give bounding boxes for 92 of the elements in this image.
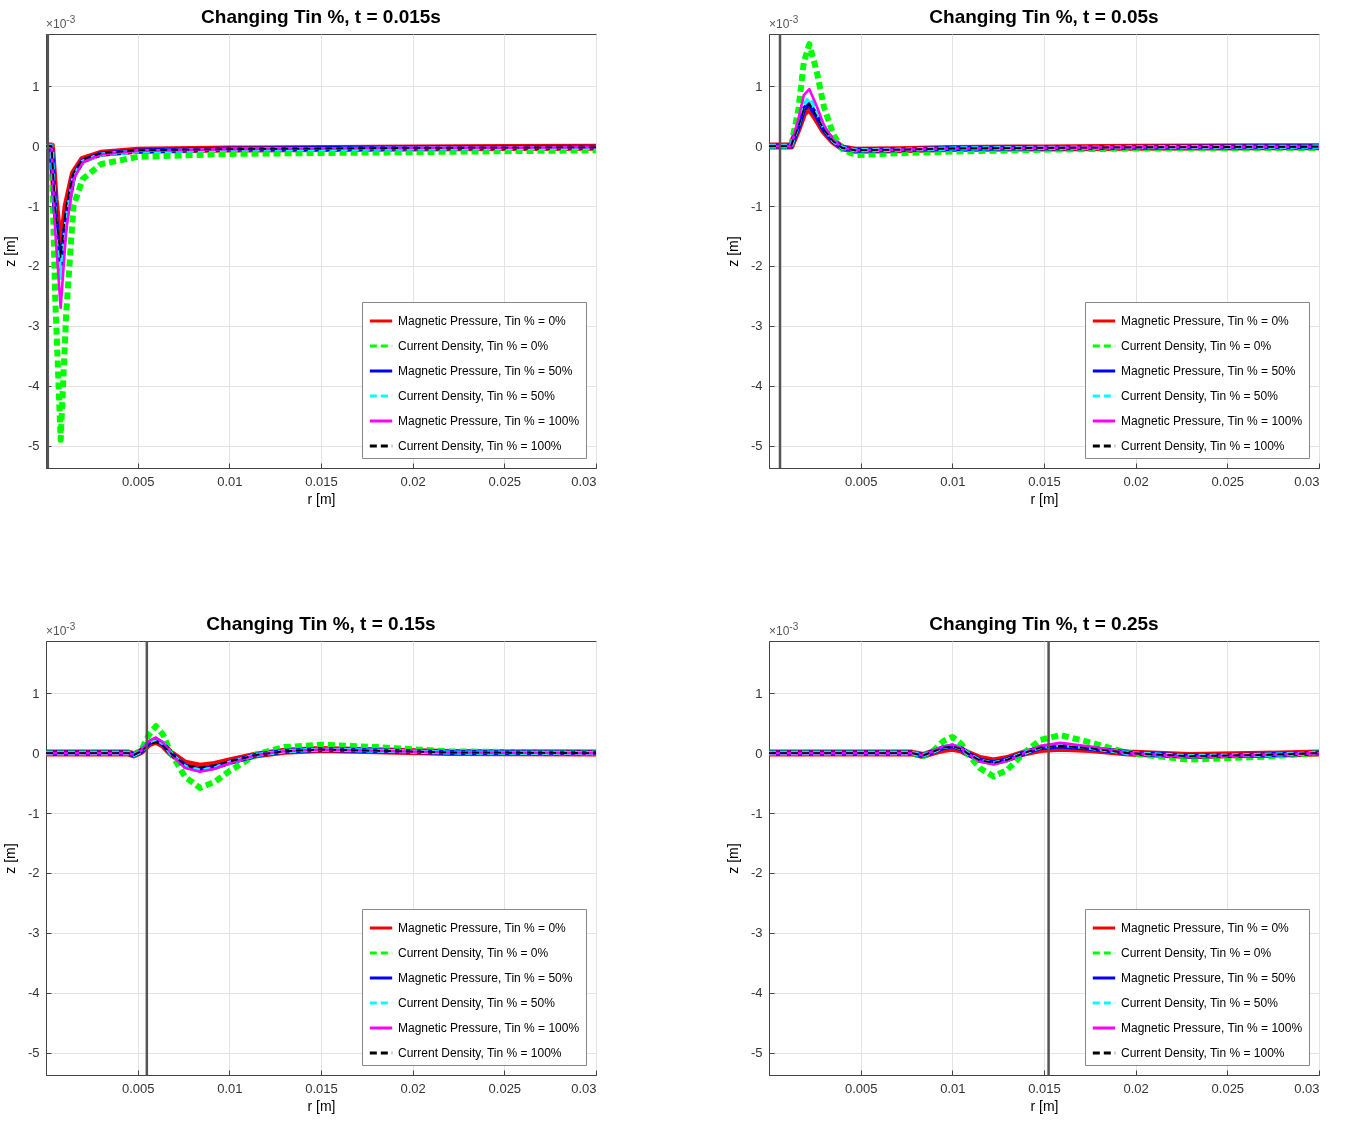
x-tick-label: 0.03	[571, 473, 597, 489]
y-tick-label: -1	[750, 198, 763, 214]
legend-label: Current Density, Tin % = 100%	[398, 1046, 562, 1060]
chart-title: Changing Tin %, t = 0.25s	[929, 612, 1159, 634]
y-axis-title: z [m]	[724, 236, 741, 267]
x-tick-label: 0.03	[1294, 1080, 1320, 1096]
chart-title: Changing Tin %, t = 0.15s	[206, 612, 436, 634]
legend-label: Magnetic Pressure, Tin % = 100%	[398, 1021, 580, 1035]
y-tick-label: -4	[27, 985, 40, 1001]
x-tick-label: 0.005	[121, 473, 155, 489]
x-tick-label: 0.02	[400, 473, 426, 489]
chart-title: Changing Tin %, t = 0.05s	[929, 5, 1159, 27]
x-tick-label: 0.01	[940, 473, 966, 489]
chart-title: Changing Tin %, t = 0.015s	[201, 5, 441, 27]
legend-label: Current Density, Tin % = 0%	[1121, 946, 1272, 960]
legend-label: Magnetic Pressure, Tin % = 50%	[1121, 971, 1296, 985]
x-tick-label: 0.005	[121, 1080, 155, 1096]
x-tick-label: 0.005	[844, 473, 878, 489]
legend-label: Current Density, Tin % = 100%	[1121, 439, 1285, 453]
legend-label: Magnetic Pressure, Tin % = 50%	[398, 971, 573, 985]
legend-label: Current Density, Tin % = 50%	[1121, 996, 1279, 1010]
y-tick-label: -1	[750, 805, 763, 821]
y-tick-label: -5	[27, 1045, 40, 1061]
legend-label: Magnetic Pressure, Tin % = 0%	[398, 921, 567, 935]
legend-label: Current Density, Tin % = 0%	[1121, 339, 1272, 353]
y-tick-label: -5	[750, 1045, 763, 1061]
x-tick-label: 0.015	[1028, 1080, 1061, 1096]
x-tick-label: 0.01	[217, 473, 243, 489]
y-tick-label: -1	[27, 198, 40, 214]
y-tick-label: -5	[27, 438, 40, 454]
text: ×10$^{-3}$	[46, 621, 76, 638]
y-tick-label: 1	[32, 685, 40, 701]
legend-label: Magnetic Pressure, Tin % = 100%	[398, 414, 580, 428]
x-tick-label: 0.02	[1123, 473, 1149, 489]
x-tick-label: 0.02	[1123, 1080, 1149, 1096]
y-tick-label: -2	[750, 865, 763, 881]
legend-label: Magnetic Pressure, Tin % = 100%	[1121, 414, 1303, 428]
legend-label: Current Density, Tin % = 100%	[1121, 1046, 1285, 1060]
x-tick-label: 0.015	[1028, 473, 1061, 489]
y-tick-label: -3	[27, 318, 40, 334]
legend-label: Magnetic Pressure, Tin % = 50%	[398, 364, 573, 378]
x-tick-label: 0.025	[488, 473, 522, 489]
text: ×10$^{-3}$	[46, 14, 76, 31]
y-axis-title: z [m]	[1, 236, 18, 267]
legend-label: Current Density, Tin % = 0%	[398, 339, 549, 353]
y-axis-title: z [m]	[1, 843, 18, 874]
y-tick-label: -2	[750, 258, 763, 274]
x-tick-label: 0.025	[488, 1080, 522, 1096]
y-tick-label: 1	[755, 685, 763, 701]
y-tick-label: -2	[27, 258, 40, 274]
y-tick-label: -4	[750, 985, 763, 1001]
y-tick-label: -3	[750, 318, 763, 334]
legend-label: Current Density, Tin % = 50%	[398, 996, 556, 1010]
y-tick-label: -2	[27, 865, 40, 881]
legend-label: Current Density, Tin % = 0%	[398, 946, 549, 960]
x-tick-label: 0.03	[1294, 473, 1320, 489]
y-tick-label: 0	[755, 745, 763, 761]
y-tick-label: 0	[32, 138, 40, 154]
legend-label: Current Density, Tin % = 50%	[398, 389, 556, 403]
x-axis-title: r [m]	[307, 1097, 336, 1114]
x-tick-label: 0.01	[940, 1080, 966, 1096]
x-axis-title: r [m]	[1030, 490, 1059, 507]
y-tick-label: -4	[750, 378, 763, 394]
x-tick-label: 0.03	[571, 1080, 597, 1096]
y-tick-label: -5	[750, 438, 763, 454]
x-tick-label: 0.005	[844, 1080, 878, 1096]
legend-label: Magnetic Pressure, Tin % = 100%	[1121, 1021, 1303, 1035]
legend-label: Magnetic Pressure, Tin % = 0%	[398, 314, 567, 328]
x-axis-title: r [m]	[1030, 1097, 1059, 1114]
y-tick-label: -1	[27, 805, 40, 821]
x-tick-label: 0.025	[1211, 1080, 1245, 1096]
y-tick-label: 1	[755, 78, 763, 94]
y-tick-label: -4	[27, 378, 40, 394]
legend-label: Magnetic Pressure, Tin % = 50%	[1121, 364, 1296, 378]
legend-label: Current Density, Tin % = 100%	[398, 439, 562, 453]
legend-label: Current Density, Tin % = 50%	[1121, 389, 1279, 403]
y-tick-label: 0	[755, 138, 763, 154]
x-tick-label: 0.02	[400, 1080, 426, 1096]
y-tick-label: -3	[27, 925, 40, 941]
y-axis-title: z [m]	[724, 843, 741, 874]
x-tick-label: 0.025	[1211, 473, 1245, 489]
legend-label: Magnetic Pressure, Tin % = 0%	[1121, 314, 1290, 328]
y-tick-label: 1	[32, 78, 40, 94]
x-tick-label: 0.015	[305, 473, 338, 489]
text: ×10$^{-3}$	[769, 621, 799, 638]
legend-label: Magnetic Pressure, Tin % = 0%	[1121, 921, 1290, 935]
y-tick-label: 0	[32, 745, 40, 761]
text: ×10$^{-3}$	[769, 14, 799, 31]
x-tick-label: 0.01	[217, 1080, 243, 1096]
y-tick-label: -3	[750, 925, 763, 941]
x-tick-label: 0.015	[305, 1080, 338, 1096]
x-axis-title: r [m]	[307, 490, 336, 507]
